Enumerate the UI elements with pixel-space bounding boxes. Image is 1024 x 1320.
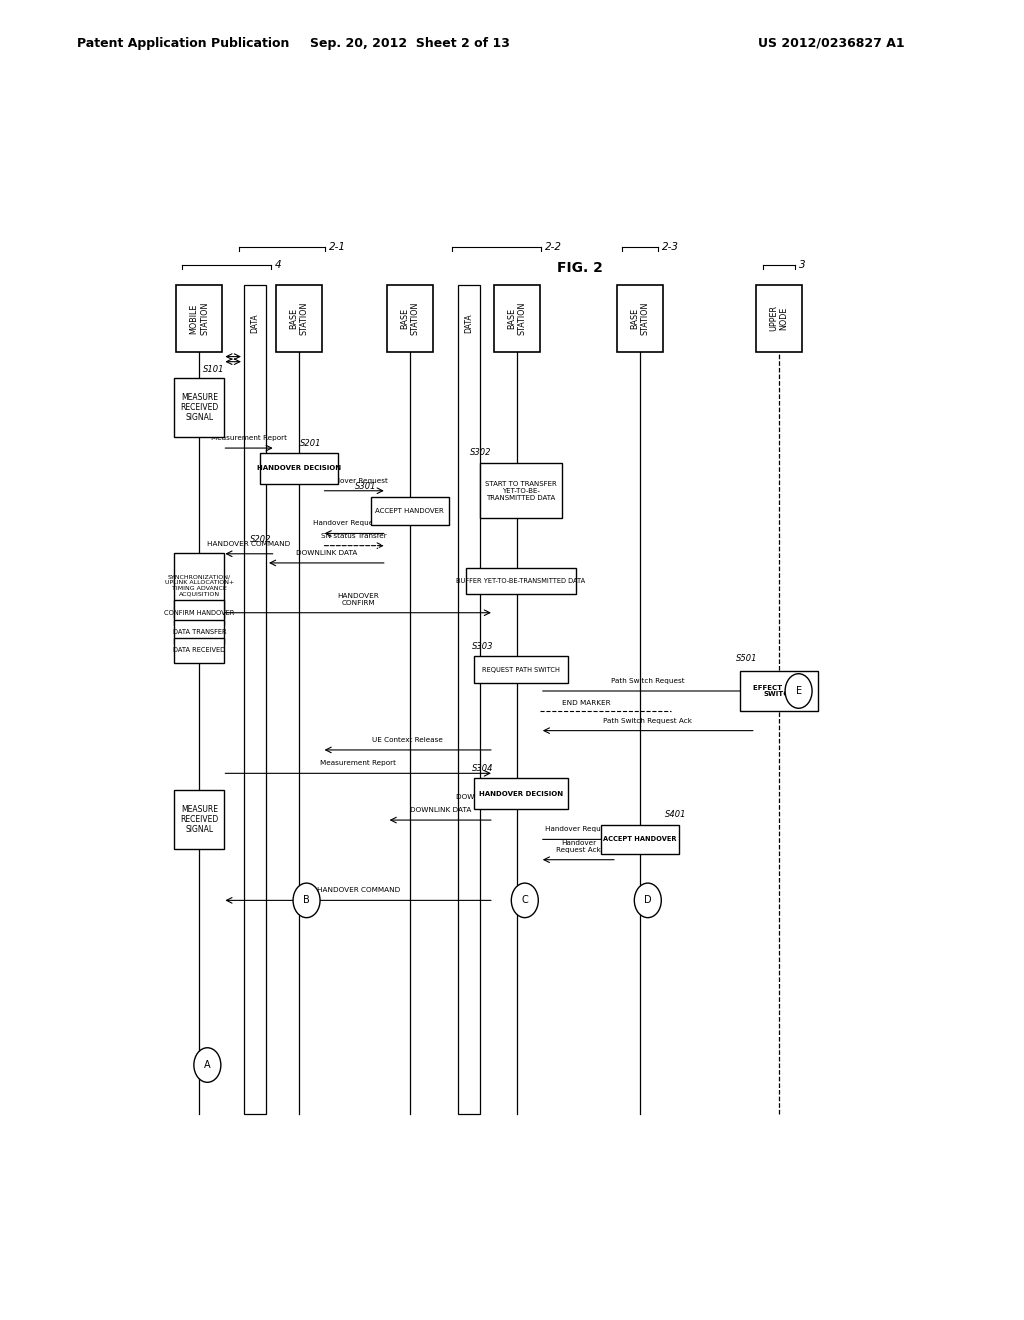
Text: Handover Request: Handover Request (545, 826, 611, 833)
Text: S304: S304 (472, 764, 494, 774)
Text: S103: S103 (196, 623, 217, 632)
Text: C: C (521, 895, 528, 906)
Text: S302: S302 (470, 449, 492, 457)
Text: US 2012/0236827 A1: US 2012/0236827 A1 (758, 37, 904, 50)
Text: CONFIRM HANDOVER: CONFIRM HANDOVER (164, 610, 234, 615)
Bar (616, 285, 663, 351)
Text: MEASURE
RECEIVED
SIGNAL: MEASURE RECEIVED SIGNAL (180, 393, 218, 422)
Bar (174, 789, 224, 849)
Text: D: D (644, 895, 651, 906)
Text: DATA TRANSFER: DATA TRANSFER (173, 630, 226, 635)
Text: HANDOVER DECISION: HANDOVER DECISION (479, 791, 563, 797)
Circle shape (634, 883, 662, 917)
Text: DOWNLINK DATA: DOWNLINK DATA (296, 550, 357, 556)
Text: Patent Application Publication: Patent Application Publication (77, 37, 289, 50)
Circle shape (511, 883, 539, 917)
Bar (174, 638, 224, 663)
Text: S101: S101 (204, 364, 225, 374)
Text: ACCEPT HANDOVER: ACCEPT HANDOVER (603, 837, 677, 842)
Text: MEASURE
RECEIVED
SIGNAL: MEASURE RECEIVED SIGNAL (180, 804, 218, 834)
Text: EFFECT PATH
SWITCH: EFFECT PATH SWITCH (753, 685, 805, 697)
Text: BUFFER YET-TO-BE-TRANSMITTED DATA: BUFFER YET-TO-BE-TRANSMITTED DATA (457, 578, 586, 585)
Text: B: B (303, 895, 310, 906)
Text: DOWNLINK DATA: DOWNLINK DATA (410, 807, 471, 813)
Text: DATA: DATA (251, 314, 259, 334)
Text: Handover Request: Handover Request (321, 478, 388, 483)
Text: FIG. 2: FIG. 2 (557, 261, 603, 276)
Text: S501: S501 (736, 653, 758, 663)
Text: HANDOVER COMMAND: HANDOVER COMMAND (208, 541, 291, 546)
Bar (601, 825, 679, 854)
Bar (244, 285, 266, 1114)
Text: E: E (796, 686, 802, 696)
Text: 2-3: 2-3 (663, 242, 679, 252)
Text: Path Switch Request: Path Switch Request (611, 678, 685, 684)
Bar (174, 601, 224, 626)
Text: BASE
STATION: BASE STATION (289, 302, 308, 335)
Text: HANDOVER
CONFIRM: HANDOVER CONFIRM (337, 593, 379, 606)
Bar (474, 779, 567, 809)
Text: 2-1: 2-1 (329, 242, 346, 252)
Text: Measurement Report: Measurement Report (321, 760, 396, 766)
Text: DOWNLINK DATA: DOWNLINK DATA (457, 793, 518, 800)
Text: Path Switch Request Ack: Path Switch Request Ack (603, 718, 692, 723)
Text: 4: 4 (274, 260, 282, 271)
Bar (260, 453, 338, 483)
Text: Measurement Report: Measurement Report (211, 436, 287, 441)
Bar (176, 285, 222, 351)
Text: START TO TRANSFER
YET-TO-BE-
TRANSMITTED DATA: START TO TRANSFER YET-TO-BE- TRANSMITTED… (485, 480, 557, 500)
Circle shape (194, 1048, 221, 1082)
Text: HANDOVER COMMAND: HANDOVER COMMAND (316, 887, 399, 894)
Text: Handover Request Ack: Handover Request Ack (313, 520, 395, 527)
Bar (740, 671, 817, 711)
Bar (466, 568, 575, 594)
Bar (174, 378, 224, 437)
Text: Handover
Request Ack: Handover Request Ack (556, 840, 601, 853)
Text: END MARKER: END MARKER (562, 700, 610, 706)
Text: 3: 3 (799, 260, 805, 271)
Bar (458, 285, 480, 1114)
Text: BASE
STATION: BASE STATION (507, 302, 526, 335)
Text: Sep. 20, 2012  Sheet 2 of 13: Sep. 20, 2012 Sheet 2 of 13 (309, 37, 510, 50)
Text: S201: S201 (300, 440, 322, 447)
Bar (494, 285, 540, 351)
Text: BASE
STATION: BASE STATION (630, 302, 649, 335)
Circle shape (293, 883, 321, 917)
Bar (174, 620, 224, 644)
Text: 2-2: 2-2 (545, 242, 561, 252)
Text: DATA: DATA (465, 314, 474, 334)
Text: BASE
STATION: BASE STATION (400, 302, 420, 335)
Text: ACCEPT HANDOVER: ACCEPT HANDOVER (376, 508, 444, 513)
Text: S301: S301 (355, 482, 377, 491)
Text: S401: S401 (666, 810, 687, 818)
Text: HANDOVER DECISION: HANDOVER DECISION (257, 466, 341, 471)
Bar (174, 553, 224, 618)
Bar (371, 496, 449, 525)
Text: DATA RECEIVED: DATA RECEIVED (173, 647, 225, 653)
Text: A: A (204, 1060, 211, 1071)
Text: UE Context Release: UE Context Release (373, 737, 443, 743)
Bar (275, 285, 322, 351)
Bar (756, 285, 802, 351)
Text: MOBILE
STATION: MOBILE STATION (189, 302, 209, 335)
Bar (387, 285, 433, 351)
Bar (474, 656, 567, 682)
Text: UPPER
NODE: UPPER NODE (769, 305, 788, 331)
Text: S102: S102 (196, 586, 217, 594)
Circle shape (785, 673, 812, 709)
Text: S202: S202 (250, 535, 271, 544)
Text: REQUEST PATH SWITCH: REQUEST PATH SWITCH (482, 667, 560, 673)
Text: SN status Transfer: SN status Transfer (322, 532, 387, 539)
Bar (480, 463, 562, 519)
Text: S303: S303 (472, 643, 494, 651)
Text: SYNCHRONIZATION/
UPLINK ALLOCATION+
TIMING ADVANCE
ACQUISITION: SYNCHRONIZATION/ UPLINK ALLOCATION+ TIMI… (165, 574, 234, 597)
